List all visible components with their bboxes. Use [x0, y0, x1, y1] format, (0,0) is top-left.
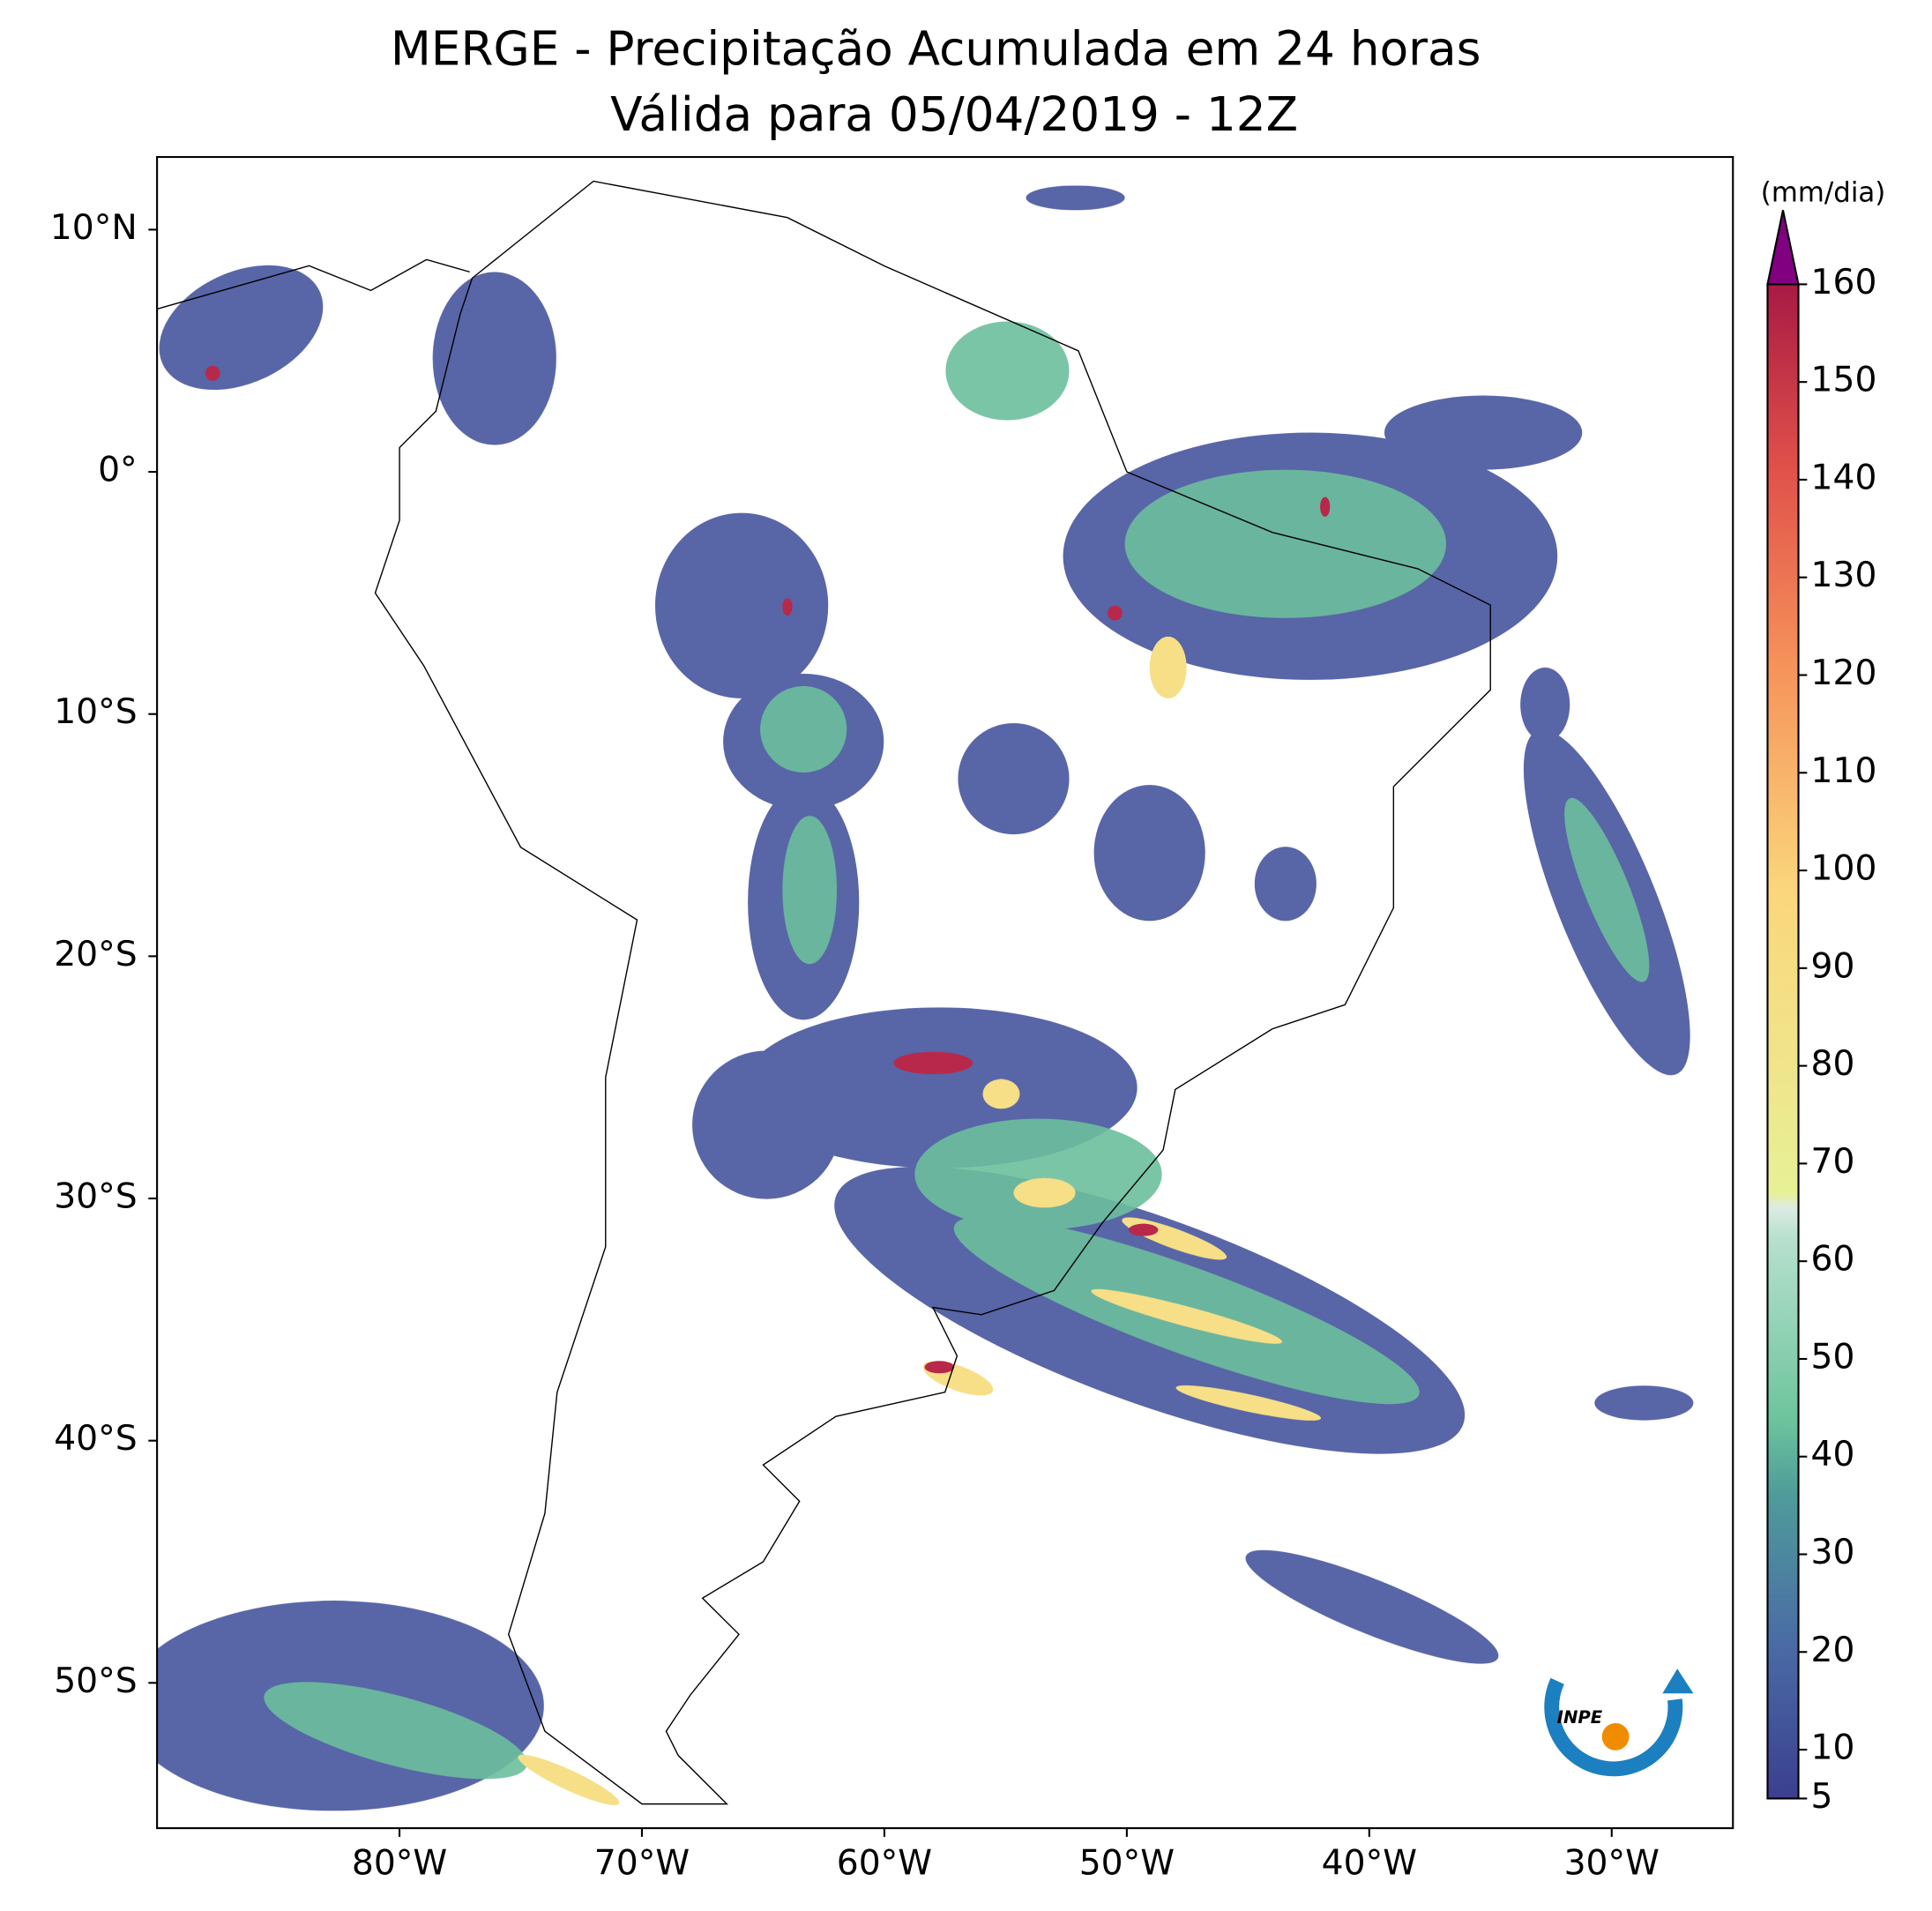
logo-arc	[1544, 1677, 1683, 1777]
y-tick-label: 30°S	[54, 1177, 137, 1217]
subtitle: Válida para 05/04/2019 - 12Z	[610, 87, 1298, 142]
coastline	[374, 180, 1491, 1805]
colorbar-tick-label: 5	[1811, 1777, 1833, 1817]
colorbar-tick-label: 160	[1811, 263, 1877, 302]
colorbar-tick-label: 50	[1811, 1337, 1855, 1377]
x-tick-label: 40°W	[1322, 1844, 1417, 1884]
colorbar-tick-label: 130	[1811, 556, 1877, 595]
x-tick-label: 60°W	[837, 1844, 932, 1884]
colorbar-tick-label: 70	[1811, 1142, 1855, 1182]
colorbar-label: (mm/dia)	[1761, 177, 1886, 209]
colorbar-tick-label: 20	[1811, 1631, 1855, 1670]
y-tick-label: 20°S	[54, 935, 137, 974]
precipitation-field	[157, 180, 1694, 1811]
title: MERGE - Precipitação Acumulada em 24 hor…	[391, 22, 1481, 77]
logo-text: INPE	[1557, 1707, 1603, 1728]
map-frame	[156, 155, 1734, 1830]
x-tick-label: 30°W	[1564, 1844, 1660, 1884]
colorbar-tick-label: 60	[1811, 1240, 1855, 1280]
y-tick-label: 0°	[98, 451, 138, 490]
logo: INPE	[1544, 1668, 1694, 1777]
colorbar-tick-label: 10	[1811, 1728, 1855, 1768]
colorbar-tick-label: 140	[1811, 458, 1877, 497]
x-tick-label: 50°W	[1079, 1844, 1175, 1884]
colorbar-tick-label: 150	[1811, 361, 1877, 400]
y-tick-label: 40°S	[54, 1419, 137, 1459]
colorbar: (mm/dia) 5 10 20 30 40 50 60 70 80 90 100 110 120 130…	[1761, 177, 1886, 1817]
axis-ticks: 80°W 70°W 60°W 50°W 40°W 30°W 10°N 0° 10°S 20°S 30…	[50, 208, 1660, 1884]
x-tick-label: 70°W	[594, 1844, 690, 1884]
y-tick-label: 10°S	[54, 692, 137, 732]
colorbar-tick-label: 90	[1811, 946, 1855, 986]
logo-arrow	[1662, 1668, 1694, 1694]
colorbar-tick-label: 30	[1811, 1533, 1855, 1572]
colorbar-tick-label: 110	[1811, 751, 1877, 791]
y-tick-label: 50°S	[54, 1661, 137, 1701]
x-tick-label: 80°W	[352, 1844, 447, 1884]
colorbar-tick-label: 120	[1811, 653, 1877, 693]
colorbar-extend	[1766, 210, 1800, 286]
y-tick-label: 10°N	[50, 208, 138, 248]
colorbar-tick-label: 40	[1811, 1435, 1855, 1474]
colorbar-tick-label: 80	[1811, 1044, 1855, 1084]
colorbar-body	[1766, 283, 1800, 1800]
colorbar-tick-label: 100	[1811, 849, 1877, 889]
central-america-coast	[157, 258, 470, 310]
logo-dot	[1601, 1722, 1630, 1751]
